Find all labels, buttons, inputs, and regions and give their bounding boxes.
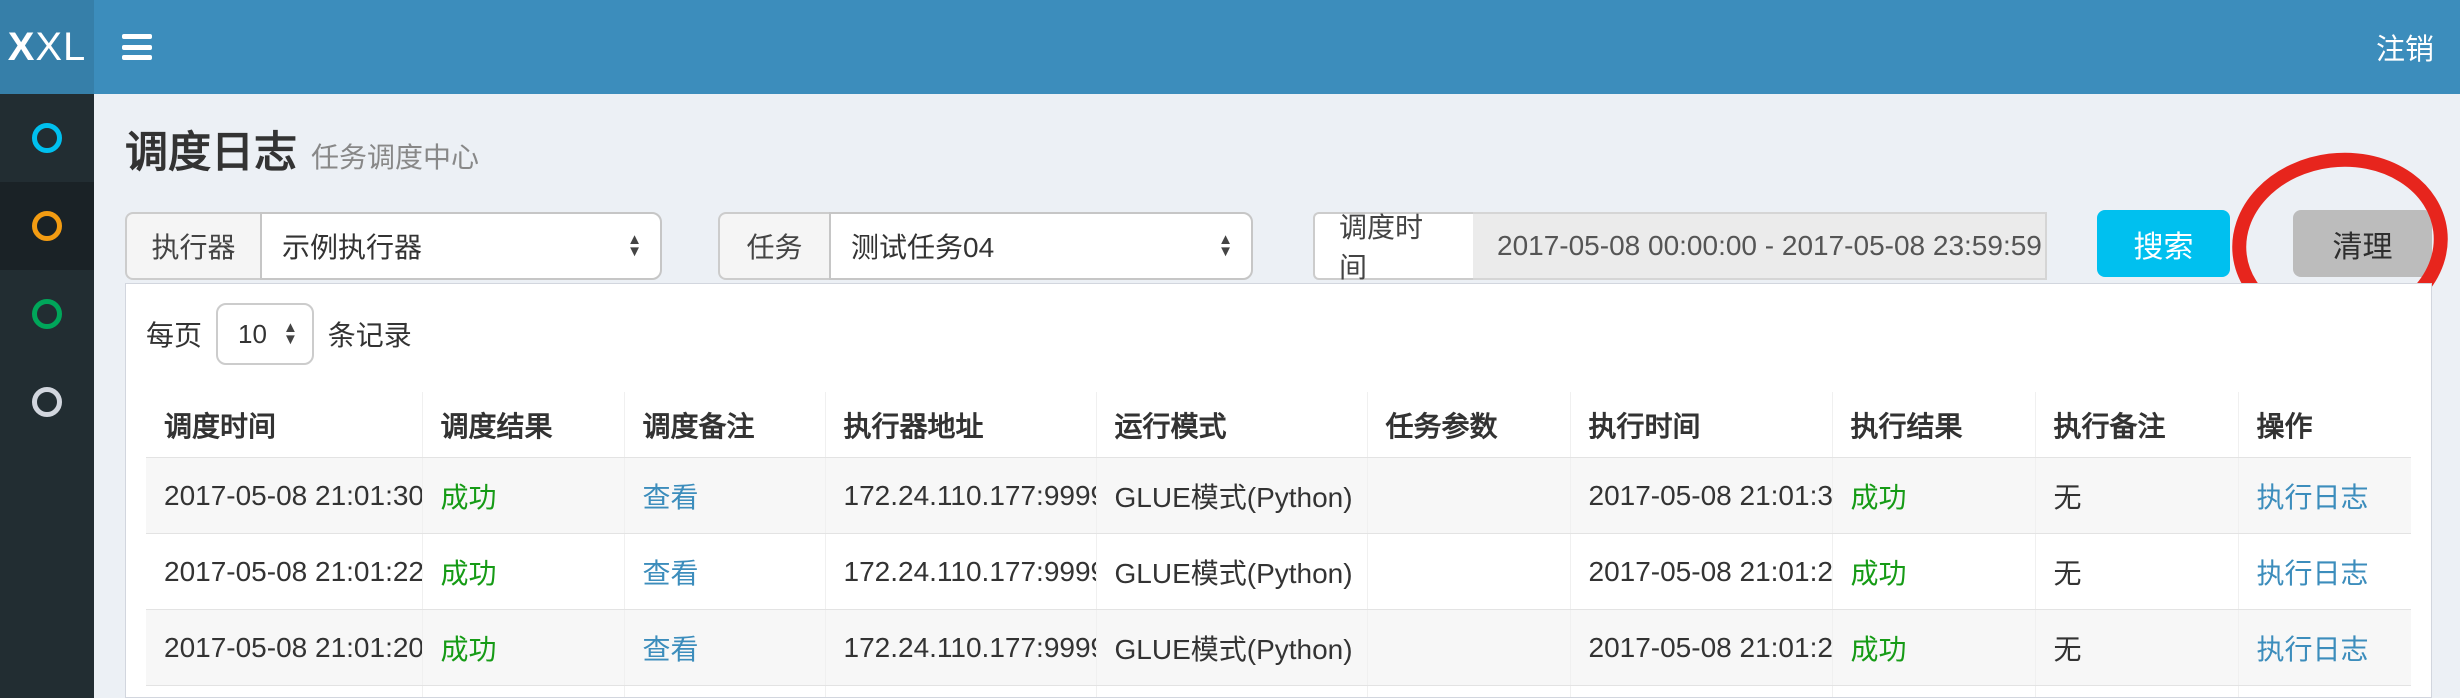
cell-executor-address: 172.24.110.177:9999 bbox=[825, 533, 1097, 610]
sidebar-item-2-active[interactable] bbox=[0, 182, 94, 270]
executor-label: 执行器 bbox=[125, 212, 260, 280]
select-arrows-icon: ▲ ▼ bbox=[627, 231, 642, 260]
cell-handle-time: 2017-05-08 21:01:22 bbox=[1570, 533, 1833, 610]
cell-handle-time: 2017-05-08 21:01:30 bbox=[1570, 457, 1833, 534]
cell-handle-result: 成功 bbox=[1832, 457, 2036, 534]
top-navbar: X XL 注销 bbox=[0, 0, 2460, 94]
circle-icon bbox=[32, 123, 62, 153]
col-handle-msg: 执行备注 bbox=[2035, 392, 2239, 458]
table-header-row: 调度时间 调度结果 调度备注 执行器地址 运行模式 任务参数 执行时间 执行结果… bbox=[146, 392, 2411, 458]
col-action: 操作 bbox=[2238, 392, 2411, 458]
trigger-time-range-input[interactable]: 2017-05-08 00:00:00 - 2017-05-08 23:59:5… bbox=[1473, 212, 2047, 280]
select-arrows-icon: ▲ ▼ bbox=[1218, 231, 1233, 260]
cell-run-mode: GLUE模式(Python) bbox=[1096, 457, 1368, 534]
trigger-time-label: 调度时间 bbox=[1313, 212, 1473, 283]
col-handle-result: 执行结果 bbox=[1832, 392, 2036, 458]
main-content: 调度日志 任务调度中心 执行器 示例执行器 ▲ ▼ 任务 测试任务04 ▲ ▼ 调度时… bbox=[94, 94, 2460, 698]
cell-handle-msg: 无 bbox=[2035, 533, 2239, 610]
circle-icon bbox=[32, 387, 62, 417]
page-title: 调度日志 bbox=[125, 129, 297, 177]
filter-executor-group: 执行器 示例执行器 ▲ ▼ bbox=[125, 212, 662, 280]
search-button[interactable]: 搜索 bbox=[2097, 210, 2230, 277]
col-trigger-msg: 调度备注 bbox=[624, 392, 826, 458]
table-row: 2017-05-08 21:01:20 成功 查看 172.24.110.177… bbox=[146, 609, 2411, 686]
cell-exec-log-link[interactable]: 执行日志 bbox=[2238, 533, 2411, 610]
page-size-prefix: 每页 bbox=[146, 320, 203, 351]
log-panel: 每页 10 ▲ ▼ 条记录 调度时间 调度结果 bbox=[125, 283, 2432, 698]
table-row-partially-visible bbox=[146, 685, 2411, 697]
cell-trigger-result: 成功 bbox=[422, 609, 625, 686]
page-size-select[interactable]: 10 ▲ ▼ bbox=[216, 303, 314, 365]
cell-exec-log-link[interactable]: 执行日志 bbox=[2238, 457, 2411, 534]
cell-trigger-time: 2017-05-08 21:01:30 bbox=[146, 457, 423, 534]
cell-exec-log-link[interactable]: 执行日志 bbox=[2238, 609, 2411, 686]
page-size-toolbar: 每页 10 ▲ ▼ 条记录 bbox=[146, 303, 2431, 365]
page-size-suffix: 条记录 bbox=[327, 320, 412, 351]
cell-job-param bbox=[1367, 533, 1571, 610]
logo-light-text: XL bbox=[35, 24, 87, 69]
page-size-value: 10 bbox=[238, 318, 267, 349]
page-header: 调度日志 任务调度中心 bbox=[125, 118, 479, 180]
select-arrows-icon: ▲ ▼ bbox=[282, 319, 298, 348]
sidebar-nav bbox=[0, 94, 94, 698]
cell-run-mode: GLUE模式(Python) bbox=[1096, 609, 1368, 686]
col-trigger-time: 调度时间 bbox=[146, 392, 423, 458]
job-label: 任务 bbox=[718, 212, 829, 280]
cell-job-param bbox=[1367, 457, 1571, 534]
filter-trigger-time-group: 调度时间 2017-05-08 00:00:00 - 2017-05-08 23… bbox=[1313, 212, 2047, 283]
circle-icon bbox=[32, 299, 62, 329]
sidebar-item-3[interactable] bbox=[0, 270, 94, 358]
job-selected-value: 测试任务04 bbox=[851, 232, 995, 263]
sidebar-toggle-hamburger-icon[interactable] bbox=[122, 34, 152, 60]
cell-job-param bbox=[1367, 609, 1571, 686]
filter-job-group: 任务 测试任务04 ▲ ▼ bbox=[718, 212, 1253, 280]
cell-trigger-time: 2017-05-08 21:01:20 bbox=[146, 609, 423, 686]
col-executor-address: 执行器地址 bbox=[825, 392, 1097, 458]
cell-handle-msg: 无 bbox=[2035, 609, 2239, 686]
col-handle-time: 执行时间 bbox=[1570, 392, 1833, 458]
col-run-mode: 运行模式 bbox=[1096, 392, 1368, 458]
job-select[interactable]: 测试任务04 ▲ ▼ bbox=[829, 212, 1253, 280]
executor-selected-value: 示例执行器 bbox=[282, 232, 423, 263]
cell-run-mode: GLUE模式(Python) bbox=[1096, 533, 1368, 610]
col-trigger-result: 调度结果 bbox=[422, 392, 625, 458]
cell-trigger-msg-link[interactable]: 查看 bbox=[624, 533, 826, 610]
cell-trigger-result: 成功 bbox=[422, 533, 625, 610]
circle-icon bbox=[32, 211, 62, 241]
sidebar-item-4[interactable] bbox=[0, 358, 94, 446]
executor-select[interactable]: 示例执行器 ▲ ▼ bbox=[260, 212, 662, 280]
app-logo[interactable]: X XL bbox=[0, 0, 94, 94]
cell-handle-result: 成功 bbox=[1832, 533, 2036, 610]
cell-handle-result: 成功 bbox=[1832, 609, 2036, 686]
cell-trigger-time: 2017-05-08 21:01:22 bbox=[146, 533, 423, 610]
table-row: 2017-05-08 21:01:22 成功 查看 172.24.110.177… bbox=[146, 533, 2411, 610]
cell-handle-time: 2017-05-08 21:01:21 bbox=[1570, 609, 1833, 686]
logo-bold-text: X bbox=[7, 24, 36, 69]
cell-trigger-msg-link[interactable]: 查看 bbox=[624, 609, 826, 686]
cell-trigger-msg-link[interactable]: 查看 bbox=[624, 457, 826, 534]
cell-executor-address: 172.24.110.177:9999 bbox=[825, 609, 1097, 686]
page-subtitle: 任务调度中心 bbox=[311, 142, 480, 173]
sidebar-item-1[interactable] bbox=[0, 94, 94, 182]
clear-button[interactable]: 清理 bbox=[2293, 210, 2432, 277]
cell-executor-address: 172.24.110.177:9999 bbox=[825, 457, 1097, 534]
cell-handle-msg: 无 bbox=[2035, 457, 2239, 534]
cell-trigger-result: 成功 bbox=[422, 457, 625, 534]
logout-link[interactable]: 注销 bbox=[2375, 34, 2434, 66]
dispatch-log-table: 调度时间 调度结果 调度备注 执行器地址 运行模式 任务参数 执行时间 执行结果… bbox=[146, 392, 2411, 697]
col-job-param: 任务参数 bbox=[1367, 392, 1571, 458]
table-row: 2017-05-08 21:01:30 成功 查看 172.24.110.177… bbox=[146, 457, 2411, 534]
